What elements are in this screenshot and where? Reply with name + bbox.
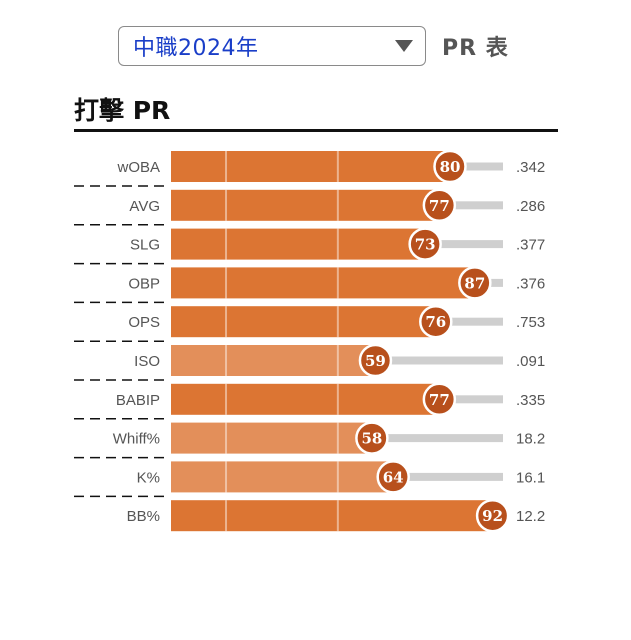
pr-table-label: PR 表 [442,36,509,61]
pr-value-label: 73 [415,236,436,254]
pr-track [455,162,503,171]
category-label: K% [137,469,160,486]
category-label: Whiff% [113,431,160,448]
stat-value-label: 12.2 [516,508,545,525]
pr-bar [171,422,377,454]
pr-bar [171,189,445,221]
pr-badge [376,460,410,494]
pr-badge [433,149,467,184]
pr-bar [171,500,498,532]
pr-value-label: 77 [429,197,450,215]
season-dropdown-value: 中職2024年 [133,36,259,61]
pr-track [444,201,503,210]
pr-badge [419,304,453,339]
category-label: OPS [128,314,160,331]
pr-badge [475,498,510,533]
pr-badge [458,266,492,300]
pr-track [380,356,503,365]
stat-value-label: .091 [516,353,545,370]
category-label: BB% [127,508,160,525]
pr-track [430,240,503,249]
stat-value-label: .376 [516,275,545,292]
pr-value-label: 76 [425,313,446,331]
category-label: OBP [128,275,160,292]
category-label: BABIP [116,392,160,409]
pr-track [376,434,503,443]
pr-value-label: 58 [361,430,382,448]
pr-badge [408,227,442,261]
pr-value-label: 92 [482,507,503,525]
category-label: SLG [130,237,160,254]
pr-bar [171,345,381,376]
pr-value-label: 80 [440,158,461,176]
pr-bar [171,267,480,299]
pr-bar [171,228,431,260]
category-label: wOBA [116,159,160,176]
stat-value-label: 16.1 [516,469,545,486]
pr-track [444,395,503,404]
pr-badge [358,343,393,378]
pr-badge [355,421,389,455]
pr-value-label: 64 [383,468,404,486]
pr-track [398,472,503,481]
stat-value-label: .753 [516,314,545,331]
category-label: AVG [129,198,160,215]
stat-value-label: .377 [516,237,545,254]
stat-value-label: .335 [516,392,545,409]
stat-value-label: 18.2 [516,431,545,448]
pr-badge [422,382,457,417]
pr-bar [171,151,455,182]
pr-bar [171,383,445,415]
season-dropdown[interactable]: 中職2024年 [118,26,426,66]
pr-bar [171,306,441,338]
pr-bar [171,461,399,493]
stat-value-label: .342 [516,159,545,176]
section-divider [74,129,558,132]
stat-value-label: .286 [516,198,545,215]
pr-value-label: 87 [464,274,485,292]
chevron-down-icon[interactable] [395,40,413,52]
section-title: 打擊 PR [74,96,171,125]
pr-badge [422,188,457,223]
pr-value-label: 59 [365,352,386,370]
pr-track [440,317,503,326]
pr-value-label: 77 [429,391,450,409]
selector-row: 中職2024年 PR 表 [118,24,509,68]
category-label: ISO [134,353,160,370]
